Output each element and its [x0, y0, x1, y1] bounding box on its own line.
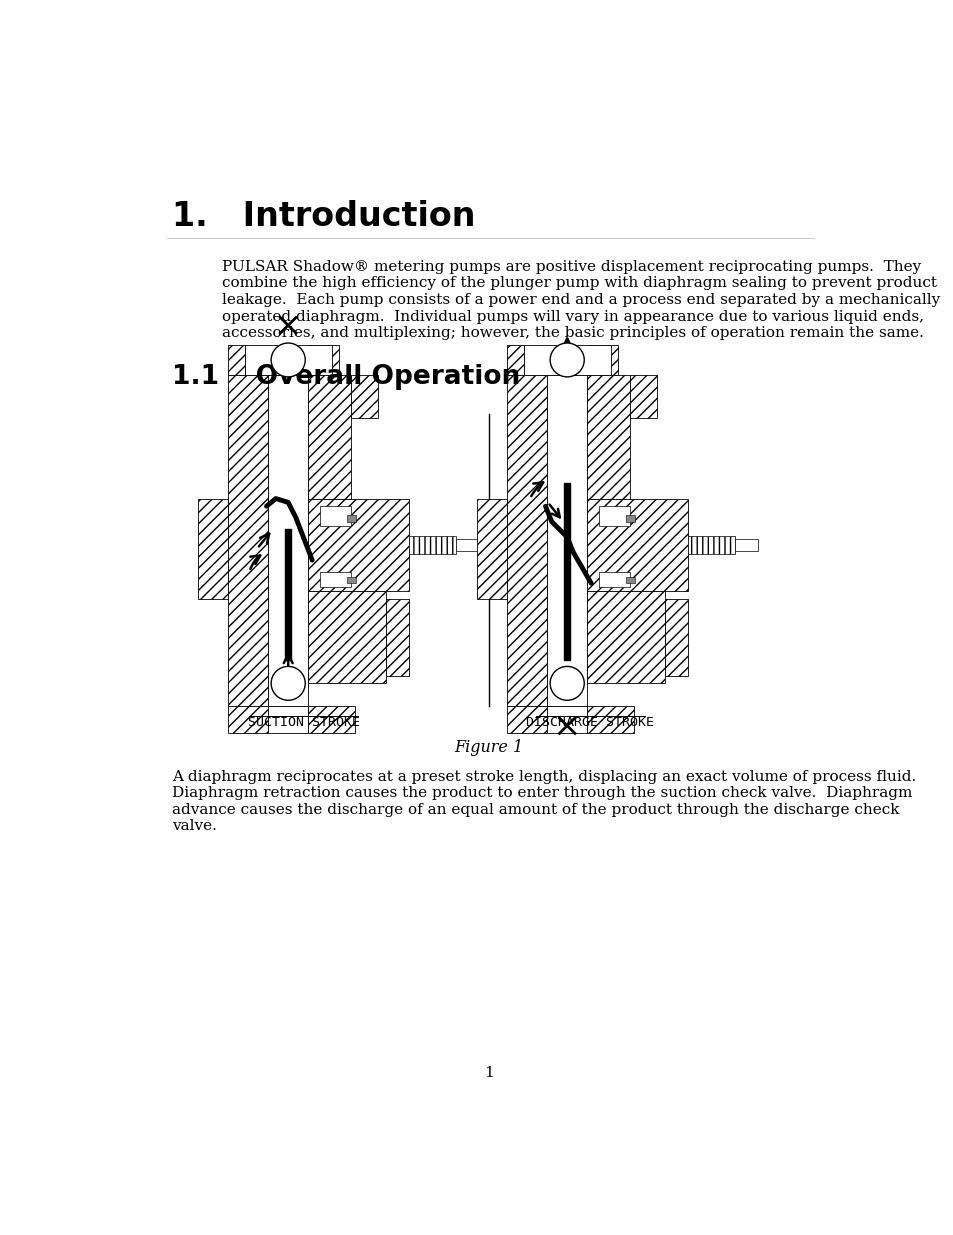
- Circle shape: [271, 667, 305, 700]
- Bar: [664, 599, 687, 676]
- Bar: [598, 572, 629, 587]
- Bar: [347, 515, 356, 521]
- Text: Diaphragm retraction causes the product to enter through the suction check valve: Diaphragm retraction causes the product …: [172, 787, 911, 800]
- Bar: [308, 375, 351, 499]
- Circle shape: [550, 667, 583, 700]
- Circle shape: [550, 343, 583, 377]
- Bar: [587, 375, 629, 499]
- Bar: [476, 499, 506, 599]
- Bar: [629, 375, 657, 417]
- Bar: [308, 345, 339, 375]
- Bar: [456, 538, 478, 551]
- Bar: [546, 375, 587, 706]
- Text: PULSAR Shadow® metering pumps are positive displacement reciprocating pumps.  Th: PULSAR Shadow® metering pumps are positi…: [221, 259, 920, 274]
- Bar: [734, 538, 757, 551]
- Bar: [523, 345, 610, 375]
- Text: leakage.  Each pump consists of a power end and a process end separated by a mec: leakage. Each pump consists of a power e…: [221, 293, 939, 308]
- Bar: [409, 536, 456, 555]
- Bar: [625, 577, 635, 583]
- Bar: [598, 506, 629, 526]
- Text: valve.: valve.: [172, 819, 216, 834]
- Text: Figure 1: Figure 1: [454, 739, 523, 756]
- Bar: [546, 706, 587, 734]
- Text: 1.   Introduction: 1. Introduction: [172, 200, 475, 232]
- Text: DISCHARGE STROKE: DISCHARGE STROKE: [526, 716, 654, 729]
- Bar: [228, 706, 268, 734]
- Bar: [347, 577, 356, 583]
- Bar: [319, 572, 351, 587]
- Text: 1.1    Overall Operation: 1.1 Overall Operation: [172, 364, 519, 390]
- Bar: [308, 592, 385, 683]
- Bar: [506, 706, 546, 734]
- Bar: [198, 499, 228, 599]
- Bar: [228, 345, 245, 375]
- Text: operated diaphragm.  Individual pumps will vary in appearance due to various liq: operated diaphragm. Individual pumps wil…: [221, 310, 923, 324]
- Text: A diaphragm reciprocates at a preset stroke length, displacing an exact volume o: A diaphragm reciprocates at a preset str…: [172, 769, 915, 783]
- Bar: [308, 499, 409, 592]
- Bar: [587, 706, 633, 734]
- Text: 1: 1: [483, 1066, 494, 1079]
- Bar: [506, 375, 546, 706]
- Bar: [268, 706, 308, 734]
- Bar: [245, 345, 332, 375]
- Bar: [308, 706, 355, 734]
- Bar: [228, 375, 268, 706]
- Circle shape: [271, 343, 305, 377]
- Bar: [625, 515, 635, 521]
- Bar: [385, 599, 409, 676]
- Bar: [351, 375, 377, 417]
- Text: SUCTION STROKE: SUCTION STROKE: [248, 716, 359, 729]
- Bar: [268, 375, 308, 706]
- Text: combine the high efficiency of the plunger pump with diaphragm sealing to preven: combine the high efficiency of the plung…: [221, 277, 936, 290]
- Bar: [506, 345, 523, 375]
- Text: advance causes the discharge of an equal amount of the product through the disch: advance causes the discharge of an equal…: [172, 803, 899, 816]
- Bar: [687, 536, 734, 555]
- Bar: [319, 506, 351, 526]
- Bar: [587, 592, 664, 683]
- Bar: [587, 345, 618, 375]
- Text: accessories, and multiplexing; however, the basic principles of operation remain: accessories, and multiplexing; however, …: [221, 326, 923, 340]
- Bar: [587, 499, 687, 592]
